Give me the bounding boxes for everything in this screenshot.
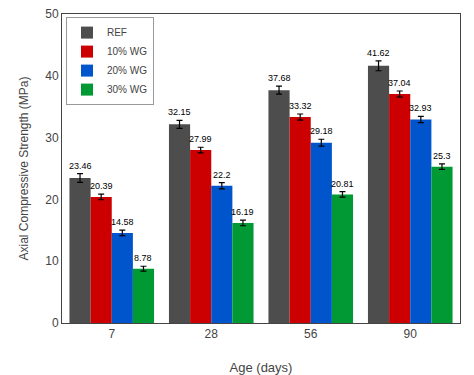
svg-text:0: 0 <box>52 316 59 330</box>
svg-text:10% WG: 10% WG <box>107 46 147 57</box>
svg-text:29.18: 29.18 <box>310 126 333 136</box>
svg-text:20.39: 20.39 <box>90 181 113 191</box>
svg-text:7: 7 <box>108 327 115 341</box>
svg-text:32.93: 32.93 <box>409 103 432 113</box>
svg-text:20.81: 20.81 <box>331 179 354 189</box>
svg-text:28: 28 <box>205 327 219 341</box>
svg-text:32.15: 32.15 <box>168 107 191 117</box>
svg-text:56: 56 <box>304 327 318 341</box>
svg-text:90: 90 <box>404 327 418 341</box>
svg-text:10: 10 <box>45 254 59 268</box>
svg-text:50: 50 <box>45 7 59 21</box>
svg-text:8.78: 8.78 <box>134 253 152 263</box>
svg-text:14.58: 14.58 <box>111 217 134 227</box>
svg-text:20: 20 <box>45 193 59 207</box>
svg-text:22.2: 22.2 <box>213 170 231 180</box>
svg-text:27.99: 27.99 <box>189 134 212 144</box>
svg-text:16.19: 16.19 <box>231 207 254 217</box>
svg-text:40: 40 <box>45 69 59 83</box>
svg-text:20% WG: 20% WG <box>107 65 147 76</box>
svg-text:37.04: 37.04 <box>388 78 411 88</box>
svg-text:REF: REF <box>107 27 127 38</box>
svg-text:25.3: 25.3 <box>433 151 451 161</box>
svg-text:30: 30 <box>45 131 59 145</box>
svg-text:Age (days): Age (days) <box>230 360 293 375</box>
svg-text:Axial Compressive Strength (MP: Axial Compressive Strength (MPa) <box>17 76 31 260</box>
svg-text:37.68: 37.68 <box>268 73 291 83</box>
svg-text:33.32: 33.32 <box>289 101 312 111</box>
svg-text:30% WG: 30% WG <box>107 84 147 95</box>
svg-text:41.62: 41.62 <box>367 48 390 58</box>
svg-text:23.46: 23.46 <box>69 161 92 171</box>
